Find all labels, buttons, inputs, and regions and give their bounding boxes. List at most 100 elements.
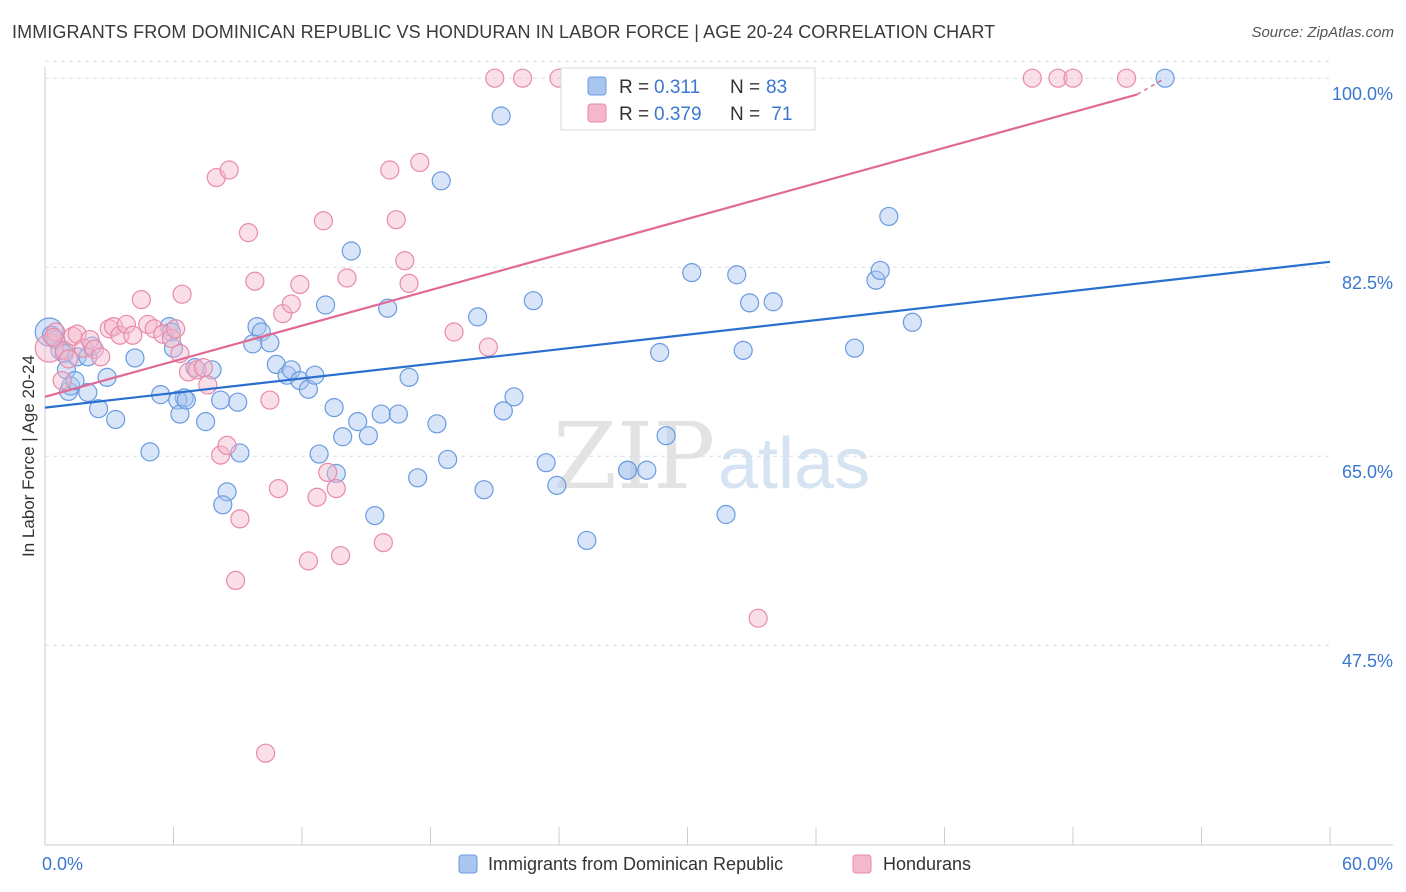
y-tick-label: 82.5% (1342, 273, 1393, 293)
honduran-point (380, 160, 400, 180)
dominican-point (315, 295, 336, 315)
trend-lines (44, 77, 1331, 409)
dominican-point (125, 348, 145, 368)
series-dominican-points (34, 68, 1175, 551)
honduran-point (43, 327, 64, 347)
stats-r-value-pink: 0.379 (654, 104, 702, 125)
honduran-point (399, 273, 419, 293)
dominican-point (656, 426, 676, 446)
honduran-point (1022, 68, 1042, 88)
series-honduran-points (34, 68, 1137, 763)
honduran-point (478, 337, 498, 357)
stats-n-label-pink: N = (730, 104, 760, 125)
dominican-point (341, 241, 361, 261)
honduran-point (313, 211, 334, 231)
watermark-zip: ZIP (553, 403, 715, 510)
dominican-point (333, 427, 353, 447)
watermark-atlas: atlas (718, 424, 870, 504)
honduran-point (307, 487, 327, 507)
legend-label-dominican: Immigrants from Dominican Republic (488, 854, 783, 874)
honduran-point (373, 532, 393, 553)
honduran-point (1116, 68, 1137, 88)
honduran-point (281, 294, 301, 314)
chart-title: IMMIGRANTS FROM DOMINICAN REPUBLIC VS HO… (12, 22, 996, 42)
honduran-point (80, 329, 100, 350)
honduran-point (230, 509, 250, 529)
honduran-point (172, 284, 192, 304)
dominican-point (324, 398, 344, 418)
honduran-point (1063, 68, 1083, 88)
honduran-point (84, 339, 104, 359)
honduran-point (211, 445, 231, 465)
dominican-point (844, 338, 865, 358)
honduran-point (238, 223, 259, 243)
honduran-point (217, 435, 237, 455)
dominican-point (88, 399, 109, 419)
honduran-point (318, 462, 338, 482)
gridlines (45, 60, 1330, 646)
dominican-point (388, 404, 408, 424)
honduran-point (166, 319, 186, 339)
legend-swatch-dominican (458, 854, 478, 874)
honduran-point (485, 68, 505, 88)
source-label: Source: ZipAtlas.com (1251, 24, 1394, 41)
bottom-legend: Immigrants from Dominican Republic Hondu… (458, 854, 971, 874)
honduran-point (410, 152, 430, 173)
dominican-point (211, 390, 231, 410)
honduran-point (198, 375, 218, 395)
honduran-point (260, 390, 280, 410)
honduran-point (268, 479, 289, 499)
dominican-point (727, 265, 747, 285)
dominican-point (348, 412, 368, 432)
dominican-point (493, 401, 513, 421)
dominican-point (213, 495, 233, 515)
dominican-point (438, 449, 458, 470)
honduran-point (1048, 68, 1068, 88)
dominican-point (650, 342, 670, 363)
honduran-point (219, 160, 239, 180)
dominican-point (682, 263, 702, 283)
honduran-point (193, 358, 214, 378)
dominican-point (106, 409, 126, 430)
dominican-point (740, 293, 760, 313)
stats-r-label-pink: R = (619, 104, 649, 125)
dominican-point (870, 260, 890, 281)
dominican-trend-line (44, 260, 1331, 409)
stats-legend-pink-swatch (587, 103, 607, 123)
dominican-point (879, 206, 899, 227)
dominican-point (431, 171, 451, 191)
honduran-trend-line (44, 93, 1138, 398)
legend-label-honduran: Hondurans (883, 854, 971, 874)
honduran-point (512, 68, 533, 88)
stats-n-value-pink: 71 (766, 104, 792, 125)
honduran-point (123, 325, 143, 345)
dominican-point (577, 530, 597, 551)
legend-swatch-honduran (852, 854, 872, 874)
honduran-point (116, 314, 136, 335)
dominican-point (536, 453, 556, 473)
dominican-point (523, 291, 543, 311)
honduran-point (161, 328, 181, 349)
dominican-point (547, 475, 567, 495)
honduran-point (298, 551, 319, 571)
dominican-point (763, 292, 783, 312)
dominican-point (309, 444, 329, 464)
dominican-point (78, 382, 98, 403)
dominican-point (617, 460, 638, 480)
dominican-point (468, 307, 488, 327)
honduran-point (58, 349, 79, 369)
dominican-point (358, 426, 378, 446)
dominican-point (716, 504, 736, 525)
stats-r-value-blue: 0.311 (654, 77, 700, 98)
dominican-point (491, 106, 511, 126)
stats-n-value-blue: 83 (766, 77, 787, 98)
dominican-point (196, 412, 216, 432)
dominican-point (399, 367, 419, 387)
y-tick-label: 100.0% (1332, 84, 1393, 104)
dominican-point (140, 442, 160, 462)
dominican-point (427, 414, 447, 434)
stats-n-label-blue: N = (730, 77, 760, 98)
dominican-point (408, 468, 428, 488)
honduran-point (67, 324, 87, 344)
